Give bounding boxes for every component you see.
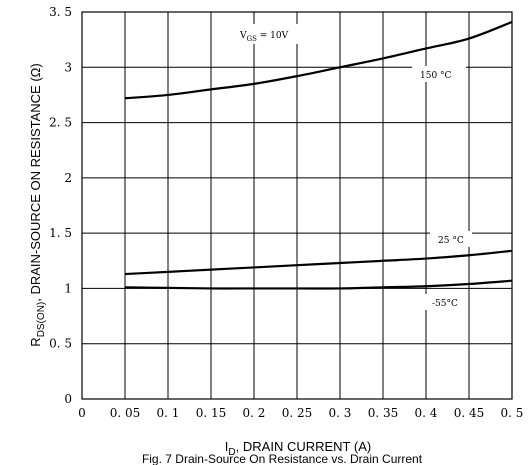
x-tick-label: 0. 3 [329, 406, 352, 420]
series-line-0 [124, 20, 513, 100]
y-tick-label: 3 [64, 60, 72, 74]
x-tick-label: 0. 4 [415, 406, 438, 420]
series-label-bg-minus55 [424, 294, 468, 310]
x-tick-label: 0. 25 [282, 406, 313, 420]
x-axis-title: ID, DRAIN CURRENT (A) [225, 439, 371, 458]
series-line-2 [124, 279, 513, 290]
x-tick-labels: 0 0. 05 0. 1 0. 15 0. 2 0. 25 0. 3 0. 35 0. 4 0. … [78, 406, 523, 420]
x-tick-label: 0. 35 [368, 406, 399, 420]
y-tick-label: 1. 5 [49, 226, 72, 240]
series-label-150: 150 °C [420, 71, 452, 81]
curves [124, 20, 513, 290]
condition-label: VGS = 10V [239, 31, 289, 43]
y-tick-label: 1 [64, 281, 72, 295]
x-tick-label: 0. 05 [110, 406, 141, 420]
series-label-minus55: -55°C [432, 299, 458, 309]
y-tick-label: 2. 5 [49, 116, 72, 130]
y-axis-title: RDS(ON), DRAIN-SOURCE ON RESISTANCE (Ω) [28, 63, 47, 346]
series-label-bg-25 [430, 231, 472, 247]
x-tick-label: 0. 1 [157, 406, 180, 420]
y-tick-label: 0 [64, 392, 72, 406]
series-label-25: 25 °C [438, 236, 464, 246]
x-tick-label: 0 [78, 406, 86, 420]
plot-frame [81, 11, 513, 400]
y-tick-label: 3. 5 [49, 5, 72, 19]
x-tick-label: 0. 15 [196, 406, 227, 420]
figure-caption: Fig. 7 Drain-Source On Resistance vs. Dr… [142, 452, 423, 465]
y-tick-label: 0. 5 [49, 337, 72, 351]
series-line-1 [124, 249, 513, 276]
x-tick-label: 0. 5 [501, 406, 524, 420]
y-tick-label: 2 [64, 171, 72, 185]
x-tick-label: 0. 2 [243, 406, 266, 420]
y-tick-labels: 0 0. 5 1 1. 5 2 2. 5 3 3. 5 [49, 5, 72, 406]
condition-label-bg [226, 24, 314, 44]
series-label-bg-150 [412, 66, 466, 82]
x-tick-label: 0. 45 [454, 406, 485, 420]
